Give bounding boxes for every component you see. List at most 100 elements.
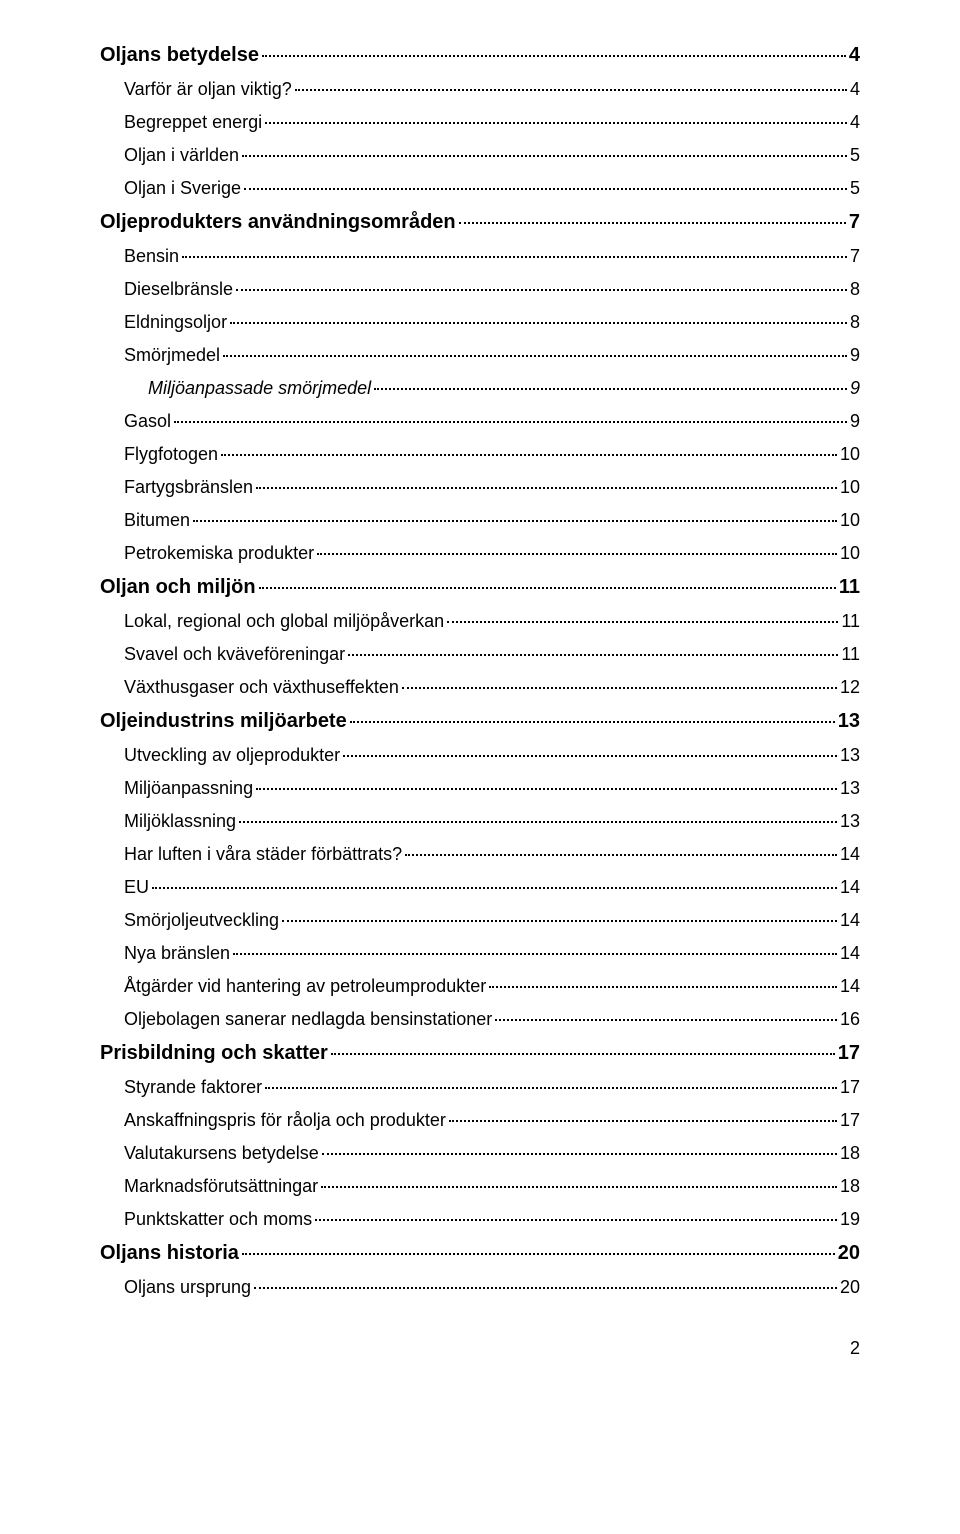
toc-dot-leader xyxy=(447,621,838,623)
toc-dot-leader xyxy=(282,920,837,922)
toc-entry-page: 14 xyxy=(840,910,860,931)
toc-entry-page: 7 xyxy=(850,246,860,267)
toc-dot-leader xyxy=(262,55,846,57)
toc-entry-page: 5 xyxy=(850,178,860,199)
toc-entry-label: Begreppet energi xyxy=(124,112,262,133)
toc-dot-leader xyxy=(259,587,836,589)
toc-dot-leader xyxy=(495,1019,837,1021)
toc-dot-leader xyxy=(256,487,837,489)
toc-entry-label: Oljan i världen xyxy=(124,145,239,166)
toc-entry-label: Har luften i våra städer förbättrats? xyxy=(124,844,402,865)
toc-entry: Flygfotogen 10 xyxy=(100,444,860,465)
toc-entry: Bensin 7 xyxy=(100,246,860,267)
toc-entry: Punktskatter och moms19 xyxy=(100,1209,860,1230)
toc-entry-page: 20 xyxy=(840,1277,860,1298)
toc-dot-leader xyxy=(242,1253,835,1255)
toc-entry: Marknadsförutsättningar18 xyxy=(100,1176,860,1197)
toc-entry-page: 11 xyxy=(839,576,860,599)
toc-dot-leader xyxy=(317,553,837,555)
toc-entry-label: Varför är oljan viktig? xyxy=(124,79,292,100)
toc-entry-label: Marknadsförutsättningar xyxy=(124,1176,318,1197)
toc-entry-page: 9 xyxy=(850,411,860,432)
toc-entry-page: 8 xyxy=(850,279,860,300)
toc-entry: Anskaffningspris för råolja och produkte… xyxy=(100,1110,860,1131)
toc-entry-page: 10 xyxy=(840,444,860,465)
toc-entry: Smörjoljeutveckling14 xyxy=(100,910,860,931)
toc-entry-page: 14 xyxy=(840,844,860,865)
toc-entry-label: Prisbildning och skatter xyxy=(100,1042,328,1065)
toc-entry-page: 5 xyxy=(850,145,860,166)
toc-entry-label: Lokal, regional och global miljöpåverkan xyxy=(124,611,444,632)
toc-entry: Oljans ursprung 20 xyxy=(100,1277,860,1298)
toc-entry-label: Flygfotogen xyxy=(124,444,218,465)
toc-entry-page: 4 xyxy=(849,44,860,67)
toc-entry-page: 13 xyxy=(840,778,860,799)
toc-entry-page: 4 xyxy=(850,112,860,133)
toc-entry: Har luften i våra städer förbättrats? 14 xyxy=(100,844,860,865)
toc-entry-label: Fartygsbränslen xyxy=(124,477,253,498)
toc-entry-label: Miljöanpassade smörjmedel xyxy=(148,378,371,399)
toc-dot-leader xyxy=(402,687,837,689)
toc-entry-label: Bensin xyxy=(124,246,179,267)
toc-entry-label: Åtgärder vid hantering av petroleumprodu… xyxy=(124,976,486,997)
toc-entry-label: Oljans historia xyxy=(100,1242,239,1265)
toc-entry-page: 11 xyxy=(841,611,860,632)
toc-entry: Fartygsbränslen10 xyxy=(100,477,860,498)
toc-entry: Oljeprodukters användningsområden7 xyxy=(100,211,860,234)
toc-dot-leader xyxy=(193,520,837,522)
toc-entry-page: 12 xyxy=(840,677,860,698)
toc-entry: Begreppet energi 4 xyxy=(100,112,860,133)
toc-entry: Smörjmedel9 xyxy=(100,345,860,366)
table-of-contents: Oljans betydelse4 Varför är oljan viktig?… xyxy=(100,44,860,1298)
toc-entry: Oljans betydelse4 xyxy=(100,44,860,67)
toc-dot-leader xyxy=(350,721,835,723)
toc-entry-page: 8 xyxy=(850,312,860,333)
toc-entry-page: 14 xyxy=(840,877,860,898)
toc-dot-leader xyxy=(449,1120,837,1122)
toc-entry: Styrande faktorer 17 xyxy=(100,1077,860,1098)
toc-entry-page: 4 xyxy=(850,79,860,100)
toc-dot-leader xyxy=(343,755,837,757)
toc-entry: Oljans historia20 xyxy=(100,1242,860,1265)
toc-entry-label: Oljans ursprung xyxy=(124,1277,251,1298)
toc-entry: Petrokemiska produkter10 xyxy=(100,543,860,564)
toc-dot-leader xyxy=(348,654,838,656)
toc-entry: Åtgärder vid hantering av petroleumprodu… xyxy=(100,976,860,997)
toc-entry: Oljebolagen sanerar nedlagda bensinstati… xyxy=(100,1009,860,1030)
toc-entry-page: 13 xyxy=(838,710,860,733)
toc-entry: Valutakursens betydelse 18 xyxy=(100,1143,860,1164)
toc-entry-label: Punktskatter och moms xyxy=(124,1209,312,1230)
toc-dot-leader xyxy=(489,986,837,988)
toc-entry-label: Valutakursens betydelse xyxy=(124,1143,319,1164)
page-number: 2 xyxy=(100,1338,860,1359)
toc-entry-page: 18 xyxy=(840,1143,860,1164)
toc-dot-leader xyxy=(239,821,837,823)
toc-entry-page: 10 xyxy=(840,543,860,564)
toc-entry: Utveckling av oljeprodukter13 xyxy=(100,745,860,766)
toc-entry: Oljan och miljön11 xyxy=(100,576,860,599)
toc-dot-leader xyxy=(322,1153,837,1155)
toc-entry: Miljöklassning13 xyxy=(100,811,860,832)
toc-entry: Bitumen10 xyxy=(100,510,860,531)
toc-entry: Miljöanpassade smörjmedel9 xyxy=(100,378,860,399)
toc-entry-label: Oljeindustrins miljöarbete xyxy=(100,710,347,733)
toc-entry-label: Anskaffningspris för råolja och produkte… xyxy=(124,1110,446,1131)
toc-dot-leader xyxy=(374,388,847,390)
toc-entry-label: Växthusgaser och växthuseffekten xyxy=(124,677,399,698)
toc-dot-leader xyxy=(405,854,837,856)
toc-dot-leader xyxy=(331,1053,835,1055)
toc-entry-page: 17 xyxy=(840,1077,860,1098)
toc-entry-label: Utveckling av oljeprodukter xyxy=(124,745,340,766)
toc-dot-leader xyxy=(295,89,847,91)
toc-dot-leader xyxy=(182,256,847,258)
toc-dot-leader xyxy=(315,1219,837,1221)
toc-entry-page: 13 xyxy=(840,811,860,832)
toc-dot-leader xyxy=(152,887,837,889)
toc-entry-page: 7 xyxy=(849,211,860,234)
toc-entry: Miljöanpassning13 xyxy=(100,778,860,799)
toc-dot-leader xyxy=(230,322,847,324)
toc-entry-label: Bitumen xyxy=(124,510,190,531)
toc-entry: Lokal, regional och global miljöpåverkan… xyxy=(100,611,860,632)
toc-entry-label: Styrande faktorer xyxy=(124,1077,262,1098)
toc-dot-leader xyxy=(223,355,847,357)
